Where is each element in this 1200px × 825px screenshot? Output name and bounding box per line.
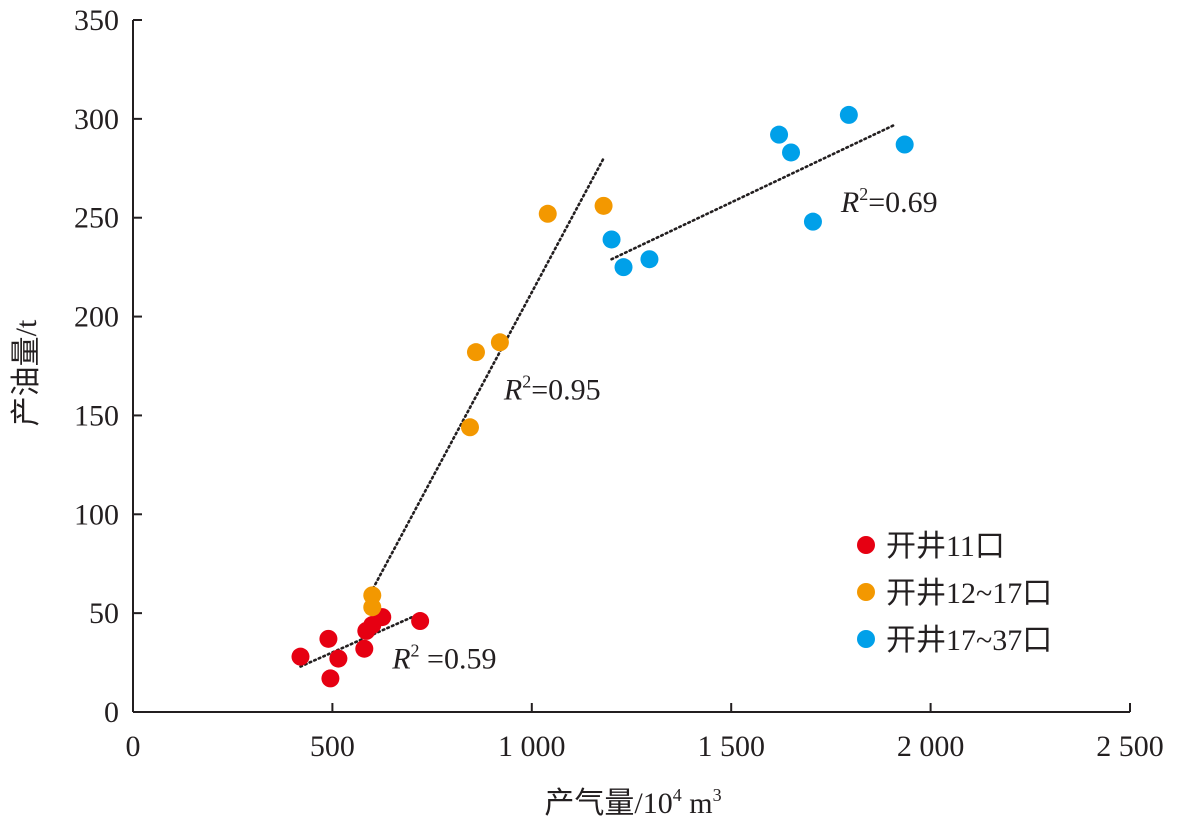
trendlines xyxy=(299,123,897,668)
data-point xyxy=(770,125,789,144)
legend-label: 开井12~17口 xyxy=(886,577,1052,610)
x-tick-label: 2 000 xyxy=(897,730,965,763)
data-point xyxy=(355,639,374,658)
data-point xyxy=(363,598,382,617)
data-point xyxy=(839,105,858,124)
x-tick-label: 0 xyxy=(126,730,141,763)
data-point xyxy=(329,649,348,668)
r-squared-label-1: R2 =0.59 xyxy=(391,641,496,676)
legend-label: 开井17~37口 xyxy=(886,624,1052,657)
y-axis-title: 产油量/t xyxy=(10,319,43,426)
y-tick-label: 150 xyxy=(74,399,119,432)
data-point xyxy=(602,230,621,249)
data-point xyxy=(411,612,430,631)
trendline-2 xyxy=(366,157,605,599)
y-tick-label: 100 xyxy=(74,498,119,531)
r-squared-annotations: R2 =0.59 R2=0.95 R2=0.69 xyxy=(391,184,937,676)
data-point xyxy=(782,143,801,162)
y-tick-label: 0 xyxy=(104,696,119,729)
legend-marker xyxy=(857,583,875,601)
data-point xyxy=(640,250,659,269)
data-point xyxy=(614,258,633,277)
data-point xyxy=(895,135,914,154)
r-squared-label-2: R2=0.95 xyxy=(503,372,601,407)
y-tick-label: 300 xyxy=(74,103,119,136)
data-point xyxy=(594,196,613,215)
y-tick-label: 250 xyxy=(74,202,119,235)
data-point xyxy=(319,629,338,648)
y-tick-label: 50 xyxy=(89,597,119,630)
legend-marker xyxy=(857,630,875,648)
legend-marker xyxy=(857,536,875,554)
data-point xyxy=(466,343,485,362)
data-point xyxy=(803,212,822,231)
legend-label: 开井11口 xyxy=(886,530,1005,563)
data-point xyxy=(460,418,479,437)
r-squared-label-3: R2=0.69 xyxy=(840,184,938,219)
y-tick-label: 350 xyxy=(74,4,119,37)
data-point xyxy=(538,204,557,223)
x-tick-label: 1 000 xyxy=(498,730,566,763)
trendline-1 xyxy=(299,615,414,668)
data-point xyxy=(321,669,340,688)
x-tick-label: 500 xyxy=(310,730,355,763)
x-axis-title: 产气量/104 m3 xyxy=(544,785,721,820)
data-point xyxy=(291,647,310,666)
trendline-3 xyxy=(610,123,897,261)
data-points xyxy=(291,105,914,688)
y-tick-label: 200 xyxy=(74,301,119,334)
x-tick-label: 2 500 xyxy=(1096,730,1164,763)
axis-ticks: 0 500 1 000 1 500 2 000 2 500 0 50 100 150 200 250 3… xyxy=(74,4,1164,763)
x-tick-label: 1 500 xyxy=(697,730,765,763)
data-point xyxy=(490,333,509,352)
